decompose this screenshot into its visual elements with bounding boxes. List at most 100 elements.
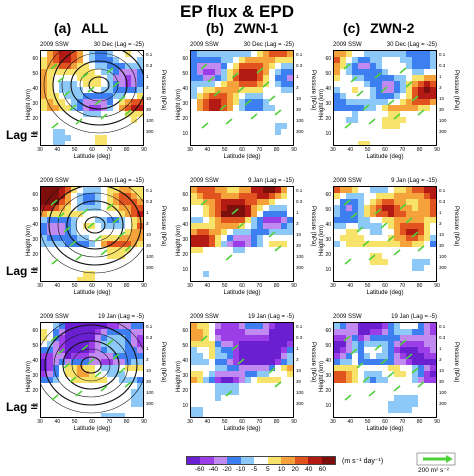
field-cell: [203, 359, 209, 365]
field-cell: [107, 247, 113, 253]
field-cell: [233, 401, 239, 407]
field-cell: [119, 93, 125, 99]
field-cell: [233, 117, 239, 123]
field-cell: [65, 341, 71, 347]
pressure-tick-label: 0.1: [146, 52, 153, 57]
field-cell: [197, 401, 203, 407]
field-cell: [221, 277, 227, 281]
field-cell: [394, 413, 400, 417]
field-cell: [53, 401, 59, 407]
ep-flux-arrow: [51, 258, 59, 265]
field-cell: [281, 93, 287, 99]
ep-flux-arrow: [112, 81, 120, 88]
field-cell: [197, 75, 203, 81]
field-cell: [400, 187, 406, 193]
ep-flux-arrow: [405, 81, 413, 88]
latitude-tick-label: 50: [71, 419, 78, 425]
field-cell: [239, 63, 245, 69]
field-cell: [65, 75, 71, 81]
field-cell: [251, 329, 257, 335]
field-cell: [71, 277, 77, 281]
field-cell: [352, 223, 358, 229]
field-cell: [334, 211, 340, 217]
field-cell: [95, 277, 101, 281]
field-cell: [388, 129, 394, 135]
field-cell: [215, 277, 221, 281]
field-cell: [197, 359, 203, 365]
field-cell: [376, 117, 382, 123]
panel-event-label: 2009 SSW: [333, 314, 362, 320]
field-cell: [334, 123, 340, 129]
ep-flux-arrow: [268, 231, 276, 238]
field-cell: [412, 81, 418, 87]
latitude-tick-label: 80: [416, 419, 423, 425]
field-cell: [245, 187, 251, 193]
field-cell: [340, 259, 346, 265]
ep-flux-arrow: [356, 226, 364, 233]
field-cell: [191, 323, 197, 329]
field-cell: [287, 335, 293, 341]
field-cell: [334, 271, 340, 277]
field-cell: [334, 383, 340, 389]
wind-contour: [53, 332, 129, 398]
field-cell: [41, 271, 47, 277]
field-cell: [334, 141, 340, 145]
field-cell: [107, 413, 113, 417]
field-cell: [364, 87, 370, 93]
field-cell: [400, 383, 406, 389]
field-cell: [227, 395, 233, 401]
field-cell: [191, 93, 197, 99]
field-cell: [281, 229, 287, 235]
field-cell: [406, 401, 412, 407]
field-cell: [281, 63, 287, 69]
field-cell: [221, 93, 227, 99]
field-cell: [257, 117, 263, 123]
field-cell: [245, 341, 251, 347]
field-cell: [245, 69, 251, 75]
ep-flux-arrow: [63, 226, 71, 233]
field-cell: [41, 123, 47, 129]
field-cell: [394, 129, 400, 135]
field-cell: [233, 75, 239, 81]
field-cell: [406, 51, 412, 57]
field-cell: [358, 99, 364, 105]
field-cell: [424, 365, 430, 371]
field-cell: [370, 235, 376, 241]
field-cell: [340, 365, 346, 371]
field-cell: [59, 353, 65, 359]
field-cell: [376, 265, 382, 271]
field-cell: [101, 389, 107, 395]
field-cell: [394, 271, 400, 277]
field-cell: [400, 241, 406, 247]
field-cell: [215, 359, 221, 365]
field-cell: [287, 187, 293, 193]
field-cell: [215, 205, 221, 211]
field-cell: [71, 111, 77, 117]
latitude-tick-label: 50: [221, 283, 228, 289]
field-cell: [394, 211, 400, 217]
field-cell: [257, 99, 263, 105]
field-cell: [245, 57, 251, 63]
field-cell: [287, 57, 293, 63]
field-cell: [41, 401, 47, 407]
field-cell: [209, 413, 215, 417]
field-cell: [107, 141, 113, 145]
field-cell: [239, 229, 245, 235]
field-cell: [113, 247, 119, 253]
field-cell: [334, 265, 340, 271]
field-cell: [137, 235, 143, 241]
field-cell: [334, 407, 340, 413]
field-cell: [358, 135, 364, 141]
field-cell: [263, 271, 269, 277]
field-cell: [400, 265, 406, 271]
latitude-tick-label: 70: [256, 283, 263, 289]
field-cell: [41, 229, 47, 235]
figure-title: EP flux & EPD: [180, 2, 294, 21]
field-cell: [209, 69, 215, 75]
field-cell: [59, 241, 65, 247]
field-cell: [358, 329, 364, 335]
field-cell: [418, 51, 424, 57]
field-cell: [131, 129, 137, 135]
field-cell: [358, 359, 364, 365]
field-cell: [263, 129, 269, 135]
